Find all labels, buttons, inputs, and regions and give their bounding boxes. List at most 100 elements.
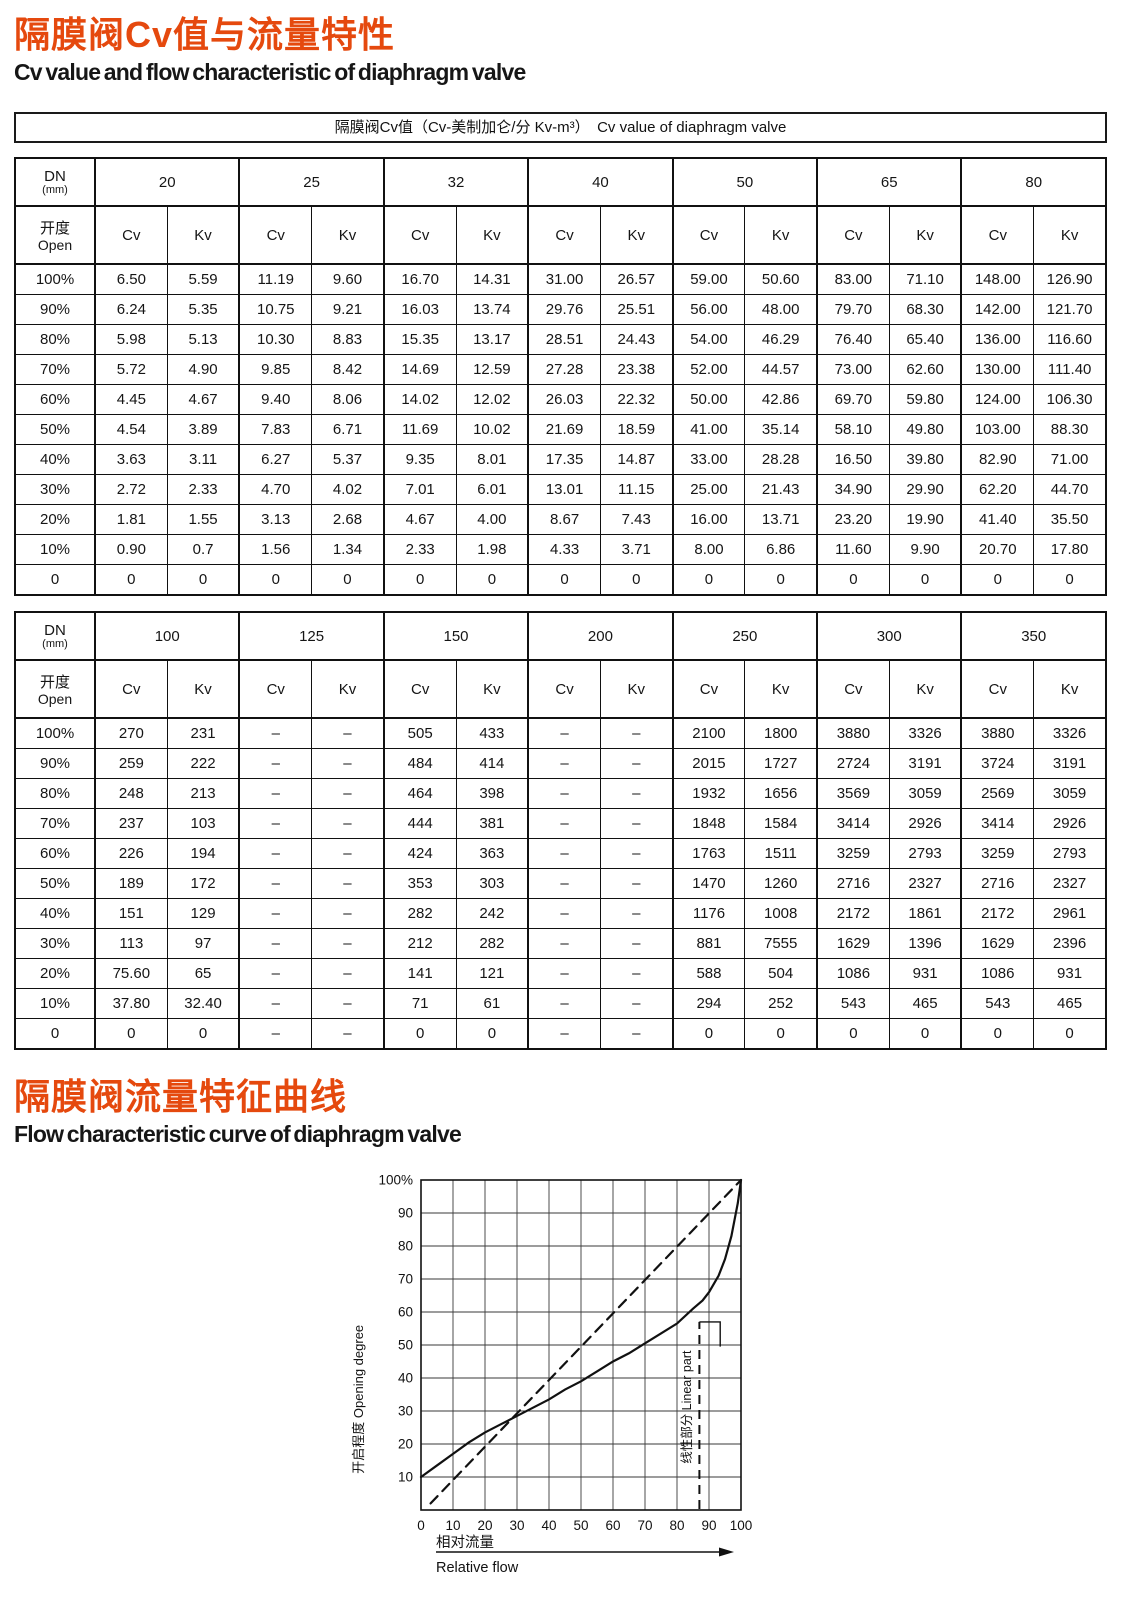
- value-cell: 14.02: [382, 384, 457, 415]
- value-cell: 0.7: [166, 534, 240, 565]
- kv-column-header: Kv: [1033, 205, 1107, 265]
- open-level-cell: 10%: [14, 534, 96, 565]
- value-cell: –: [599, 748, 674, 779]
- value-cell: 222: [166, 748, 240, 779]
- value-cell: 226: [93, 838, 168, 869]
- value-cell: 25.51: [599, 294, 674, 325]
- open-level-cell: 30%: [14, 474, 96, 505]
- value-cell: 62.60: [888, 354, 962, 385]
- value-cell: 31.00: [527, 263, 601, 295]
- value-cell: 2396: [1033, 928, 1107, 959]
- value-cell: 3259: [816, 838, 890, 869]
- value-cell: 10.30: [238, 324, 313, 355]
- value-cell: 50.60: [744, 263, 818, 295]
- value-cell: –: [599, 868, 674, 899]
- value-cell: 20.70: [960, 534, 1035, 565]
- value-cell: 0: [311, 564, 385, 596]
- value-cell: 3059: [1033, 778, 1107, 809]
- value-cell: –: [527, 1018, 601, 1050]
- cv-column-header: Cv: [671, 205, 746, 265]
- value-cell: 0: [960, 1018, 1035, 1050]
- open-header: 开度 Open: [14, 205, 96, 265]
- value-cell: –: [311, 868, 385, 899]
- value-cell: 13.74: [455, 294, 529, 325]
- value-cell: 3191: [888, 748, 962, 779]
- value-cell: –: [311, 748, 385, 779]
- value-cell: 121.70: [1033, 294, 1107, 325]
- value-cell: 282: [382, 898, 457, 929]
- value-cell: –: [311, 928, 385, 959]
- dn-value-header: 125: [238, 611, 385, 661]
- value-cell: 172: [166, 868, 240, 899]
- kv-column-header: Kv: [311, 659, 385, 719]
- value-cell: 6.50: [93, 263, 168, 295]
- cv-column-header: Cv: [960, 205, 1035, 265]
- value-cell: 151: [93, 898, 168, 929]
- value-cell: –: [238, 838, 313, 869]
- value-cell: –: [599, 928, 674, 959]
- dn-value-header: 25: [238, 157, 385, 207]
- value-cell: 7.01: [382, 474, 457, 505]
- value-cell: 10.02: [455, 414, 529, 445]
- value-cell: 14.69: [382, 354, 457, 385]
- value-cell: –: [599, 717, 674, 749]
- cv-column-header: Cv: [382, 205, 457, 265]
- value-cell: 71: [382, 988, 457, 1019]
- y-tick-label: 50: [398, 1338, 413, 1353]
- value-cell: 0: [382, 564, 457, 596]
- value-cell: 0: [455, 564, 529, 596]
- value-cell: 148.00: [960, 263, 1035, 295]
- value-cell: 464: [382, 778, 457, 809]
- value-cell: 41.40: [960, 504, 1035, 535]
- valve-flow-curve: [419, 1178, 743, 1479]
- value-cell: 34.90: [816, 474, 890, 505]
- value-cell: 0: [744, 1018, 818, 1050]
- value-cell: 71.10: [888, 263, 962, 295]
- table-row: 90% 6.24 5.35 10.75 9.21 16.03 13.74 29.76 25.51…: [14, 294, 1107, 325]
- value-cell: 61: [455, 988, 529, 1019]
- kv-column-header: Kv: [599, 659, 674, 719]
- value-cell: –: [599, 808, 674, 839]
- value-cell: 5.72: [93, 354, 168, 385]
- value-cell: 0: [382, 1018, 457, 1050]
- value-cell: 484: [382, 748, 457, 779]
- value-cell: 11.19: [238, 263, 313, 295]
- dn-value-header: 150: [382, 611, 529, 661]
- value-cell: –: [238, 748, 313, 779]
- y-axis-title: 开启程度 Opening degree: [351, 1325, 366, 1474]
- value-cell: 1.81: [93, 504, 168, 535]
- value-cell: 237: [93, 808, 168, 839]
- value-cell: –: [238, 868, 313, 899]
- open-level-cell: 70%: [14, 808, 96, 839]
- value-cell: 1861: [888, 898, 962, 929]
- value-cell: 35.50: [1033, 504, 1107, 535]
- dn-value-header: 20: [93, 157, 240, 207]
- value-cell: 1176: [671, 898, 746, 929]
- value-cell: 26.03: [527, 384, 601, 415]
- value-cell: –: [599, 958, 674, 989]
- value-cell: 32.40: [166, 988, 240, 1019]
- value-cell: 65.40: [888, 324, 962, 355]
- value-cell: 588: [671, 958, 746, 989]
- value-cell: 194: [166, 838, 240, 869]
- value-cell: 1511: [744, 838, 818, 869]
- x-tick-label: 30: [509, 1518, 524, 1533]
- value-cell: 4.00: [455, 504, 529, 535]
- value-cell: 931: [1033, 958, 1107, 989]
- value-cell: 4.70: [238, 474, 313, 505]
- table-row: 80% 5.98 5.13 10.30 8.83 15.35 13.17 28.51 24.43…: [14, 324, 1107, 355]
- value-cell: 444: [382, 808, 457, 839]
- value-cell: 0.90: [93, 534, 168, 565]
- cv-column-header: Cv: [93, 205, 168, 265]
- value-cell: 1470: [671, 868, 746, 899]
- value-cell: 8.67: [527, 504, 601, 535]
- value-cell: 54.00: [671, 324, 746, 355]
- value-cell: –: [311, 1018, 385, 1050]
- value-cell: 0: [671, 564, 746, 596]
- value-cell: –: [311, 778, 385, 809]
- table-row: 60% 226 194– –424 363– –1763 1511 3259 2793 3259 2…: [14, 838, 1107, 869]
- value-cell: 8.01: [455, 444, 529, 475]
- cv-column-header: Cv: [93, 659, 168, 719]
- value-cell: 3.63: [93, 444, 168, 475]
